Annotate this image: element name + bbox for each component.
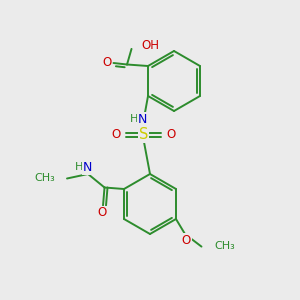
Text: N: N	[83, 161, 92, 174]
Text: OH: OH	[141, 39, 159, 52]
Text: O: O	[102, 56, 112, 69]
Text: O: O	[182, 233, 191, 247]
Text: CH₃: CH₃	[35, 173, 56, 183]
Text: N: N	[138, 112, 147, 126]
Text: H: H	[130, 114, 138, 124]
Text: CH₃: CH₃	[214, 241, 235, 251]
Text: H: H	[75, 162, 83, 172]
Text: O: O	[167, 128, 176, 141]
Text: O: O	[97, 206, 106, 220]
Text: O: O	[111, 128, 120, 141]
Text: S: S	[139, 127, 148, 142]
